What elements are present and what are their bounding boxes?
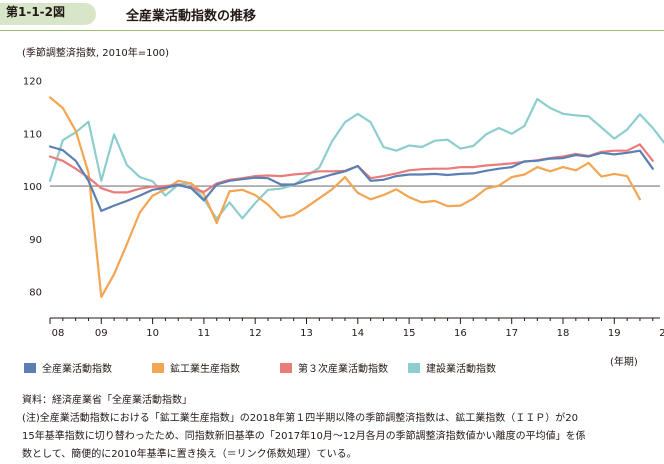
- footnote-line: (注)全産業活動指数における「鉱工業生産指数」の2018年第１四半期以降の季節調…: [22, 413, 578, 424]
- series-line-3: [48, 97, 664, 220]
- series-line-0: [48, 145, 654, 212]
- x-tick-label: 11: [198, 328, 211, 339]
- legend-swatch: [408, 362, 420, 373]
- x-tick-label: 10: [146, 328, 159, 339]
- footnote-line: 数として、簡便的に2010年基準に置き換え（＝リンク係数処理）ている。: [22, 449, 357, 460]
- x-tick-label: 14: [351, 328, 364, 339]
- x-tick-label: 19: [608, 328, 621, 339]
- legend-item-construction: 建設業活動指数: [408, 360, 496, 375]
- x-tick-label: 17: [505, 328, 518, 339]
- legend-label: 鉱工業生産指数: [170, 364, 240, 375]
- figure-header: 第1-1-2図 全産業活動指数の推移: [0, 0, 664, 30]
- figure-label: 第1-1-2図: [6, 5, 66, 19]
- legend-swatch: [24, 362, 36, 373]
- y-axis-unit-label: (季節調整済指数, 2010年=100): [22, 48, 170, 59]
- x-tick-label: 13: [300, 328, 313, 339]
- legend-label: 建設業活動指数: [426, 364, 496, 375]
- legend-label: 第３次産業活動指数: [298, 364, 388, 375]
- legend-item-tertiary-industry: 第３次産業活動指数: [280, 360, 388, 375]
- x-tick-label: 15: [403, 328, 416, 339]
- x-tick-label: 16: [454, 328, 467, 339]
- legend-label: 全産業活動指数: [42, 364, 112, 375]
- y-tick-label: 110: [23, 129, 42, 140]
- figure-title: 全産業活動指数の推移: [126, 9, 257, 24]
- legend-item-mining-manufacturing: 鉱工業生産指数: [152, 360, 240, 375]
- footnotes: 資料：経済産業省「全産業活動指数」 (注)全産業活動指数における「鉱工業生産指数…: [22, 392, 652, 464]
- y-tick-label: 90: [29, 235, 42, 246]
- y-tick-label: 80: [29, 288, 42, 299]
- series-line-1: [48, 96, 642, 298]
- x-tick-label: 12: [249, 328, 262, 339]
- x-tick-label: 20: [659, 328, 664, 339]
- x-tick-label: 09: [95, 328, 108, 339]
- line-chart: 80 90 100 110 120 08 09 10 11 12 13 14 15 16 17 18 19 20: [23, 77, 664, 339]
- chart-legend: 全産業活動指数 鉱工業生産指数 第３次産業活動指数 建設業活動指数: [24, 360, 644, 375]
- x-axis-unit-label: (年期): [610, 357, 638, 368]
- x-tick-label: 18: [557, 328, 570, 339]
- legend-swatch: [280, 362, 292, 373]
- figure-badge: [0, 3, 96, 25]
- header-rule: [0, 30, 664, 31]
- y-tick-label: 120: [23, 77, 42, 88]
- y-tick-label: 100: [23, 182, 42, 193]
- x-tick-label: 08: [52, 328, 65, 339]
- source-note: 資料：経済産業省「全産業活動指数」: [22, 395, 192, 406]
- legend-swatch: [152, 362, 164, 373]
- legend-item-all-industry: 全産業活動指数: [24, 360, 112, 375]
- footnote-line: 15年基準指数に切り替わったため、同指数新旧基準の「2017年10月～12月各月…: [22, 431, 586, 442]
